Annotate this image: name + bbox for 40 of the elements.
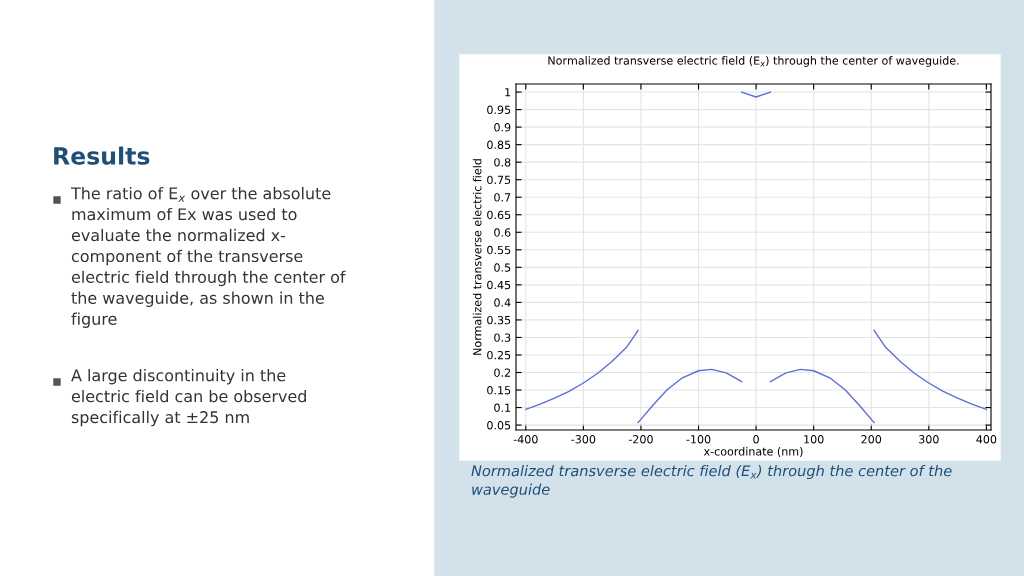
y-tick-label: 0.05 [487,421,511,430]
y-tick-label: 0.8 [494,158,511,167]
x-tick-label: 400 [976,435,997,444]
x-tick-label: 200 [861,435,882,444]
y-tick-label: 0.4 [494,298,511,307]
x-tick-label: -200 [628,435,653,444]
y-tick-label: 0.2 [494,368,511,377]
y-tick-label: 0.35 [487,315,511,325]
chart-title: Normalized transverse electric field (E$_{x}$) through the center of waveguide. [548,56,959,67]
x-tick-label: 0 [753,435,759,444]
y-tick-label: 0.15 [487,386,511,395]
text: Normalized transverse electric field (E$_{x}$) through the center of the waveguide [471,465,952,498]
y-tick-label: 0.65 [487,210,511,220]
y-tick-label: 0.7 [494,193,511,202]
text: A large discontinuity in the electric field can be observed specifically at ±25 nm [71,369,306,427]
x-axis-title: x-coordinate (nm) [703,447,803,457]
x-tick-label: -300 [571,435,596,444]
text: Results [54,146,150,165]
y-tick-label: 0.3 [494,333,511,342]
y-tick-label: 0.5 [494,263,511,272]
y-tick-label: 0.75 [487,175,511,185]
line-series [525,329,639,411]
y-tick-label: 0.95 [487,105,511,114]
y-tick-label: 0.25 [487,350,511,360]
y-tick-label: 0.55 [487,245,511,255]
y-tick-label: 0.45 [487,280,511,290]
text: The ratio of E$_{x}$ over the absolute maximum of Ex was used to evaluate the normalized x- component of the transverse electric field through the center of the waveguide, as shown in the figure [70,187,346,328]
line-series [873,329,988,411]
y-axis-title: Normalized transverse electric field [472,159,482,355]
y-tick-label: 0.1 [494,403,511,412]
y-tick-label: 0.9 [494,123,511,132]
line-series [637,368,743,424]
y-tick-label: 1 [505,88,511,97]
x-tick-label: 300 [919,435,939,444]
y-tick-label: 0.6 [494,228,511,237]
x-tick-label: -400 [513,435,538,444]
y-tick-label: 0.85 [487,140,511,150]
x-tick-label: 100 [804,435,824,444]
line-series [769,368,875,424]
x-tick-label: -100 [686,435,711,444]
